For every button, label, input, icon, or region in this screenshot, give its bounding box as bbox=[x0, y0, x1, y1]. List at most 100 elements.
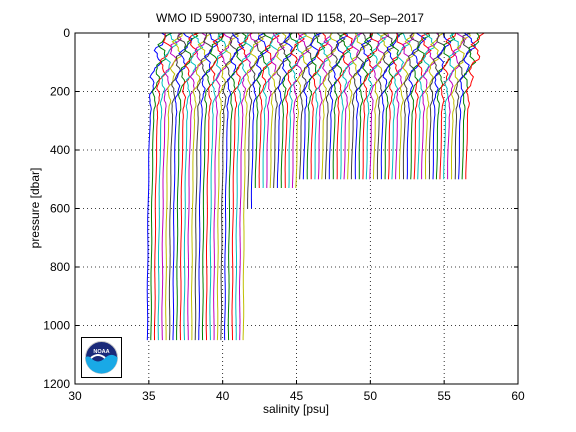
profile-line bbox=[336, 32, 353, 180]
profile-line bbox=[413, 32, 432, 180]
profile-line bbox=[417, 32, 435, 180]
profile-line bbox=[269, 32, 288, 189]
profile-line bbox=[157, 32, 178, 341]
profile-line bbox=[239, 32, 259, 341]
profile-line bbox=[209, 32, 228, 341]
profile-line bbox=[168, 32, 187, 341]
profile-line bbox=[376, 32, 394, 180]
profile-line bbox=[179, 32, 199, 341]
grid bbox=[75, 33, 518, 384]
x-tick-label: 40 bbox=[216, 389, 230, 403]
profile-line bbox=[262, 32, 282, 189]
profile-line bbox=[231, 32, 253, 341]
logo-text: NOAA bbox=[93, 349, 109, 355]
profile-line bbox=[332, 32, 351, 180]
profile-line bbox=[358, 32, 375, 180]
profile-line bbox=[258, 32, 280, 189]
profile-line bbox=[380, 32, 401, 180]
profile-line bbox=[280, 32, 299, 188]
x-tick-label: 55 bbox=[437, 389, 451, 403]
x-tick-label: 50 bbox=[364, 389, 378, 403]
x-axis-label: salinity [psu] bbox=[263, 402, 329, 416]
profile-line bbox=[428, 32, 446, 180]
profile-line bbox=[254, 32, 274, 188]
profile-line bbox=[450, 32, 471, 180]
y-tick-label: 800 bbox=[50, 260, 70, 274]
profile-line bbox=[439, 32, 457, 180]
profile-line bbox=[306, 32, 326, 180]
profile-line bbox=[461, 32, 480, 180]
profile-line bbox=[201, 32, 223, 341]
profile-line bbox=[247, 32, 266, 209]
profile-line bbox=[153, 32, 174, 341]
profile-line bbox=[299, 32, 321, 180]
profile-line bbox=[213, 32, 234, 341]
profile-line bbox=[224, 32, 245, 341]
profile-line bbox=[291, 32, 310, 189]
profile-line bbox=[150, 32, 173, 341]
profile-line bbox=[165, 33, 183, 341]
profile-line bbox=[172, 32, 193, 341]
profile-line bbox=[242, 32, 265, 341]
noaa-logo: NOAA bbox=[81, 337, 122, 378]
y-axis-label: pressure [dbar] bbox=[28, 168, 42, 249]
y-axis-ticks: 0 200 400 600 800 1000 1200 bbox=[43, 26, 518, 391]
profile-line bbox=[310, 32, 329, 180]
profile-line bbox=[373, 32, 392, 180]
profile-line bbox=[365, 32, 387, 180]
profile-line bbox=[198, 32, 218, 341]
profile-line bbox=[194, 32, 214, 341]
profile-line bbox=[443, 32, 460, 180]
x-tick-label: 45 bbox=[290, 389, 304, 403]
profile-line bbox=[362, 32, 379, 180]
x-axis-ticks: 30 35 40 45 50 55 60 bbox=[68, 33, 525, 403]
y-tick-label: 1200 bbox=[43, 377, 70, 391]
y-tick-label: 1000 bbox=[43, 319, 70, 333]
y-tick-label: 600 bbox=[50, 202, 70, 216]
x-tick-label: 60 bbox=[511, 389, 525, 403]
profile-line bbox=[391, 32, 411, 180]
profile-line bbox=[146, 32, 168, 341]
y-tick-label: 0 bbox=[63, 26, 70, 40]
x-tick-label: 30 bbox=[68, 389, 82, 403]
profile-line bbox=[347, 32, 366, 180]
profile-line bbox=[410, 32, 431, 180]
profile-line bbox=[295, 32, 314, 189]
profile-line bbox=[220, 32, 241, 341]
profile-line bbox=[317, 32, 334, 180]
profile-line bbox=[216, 32, 240, 341]
profile-line bbox=[266, 32, 285, 188]
profile-line bbox=[350, 32, 370, 180]
profile-line bbox=[191, 32, 213, 341]
profile-line bbox=[435, 32, 456, 180]
profile-line bbox=[321, 32, 339, 180]
profile-lines bbox=[146, 32, 485, 341]
profile-line bbox=[235, 32, 254, 341]
profile-line bbox=[276, 32, 293, 188]
profile-line bbox=[421, 32, 441, 180]
profile-line bbox=[402, 32, 419, 180]
profile-line bbox=[465, 32, 485, 180]
profile-line bbox=[399, 32, 416, 180]
profile-line bbox=[227, 32, 247, 341]
profile-line bbox=[183, 32, 204, 341]
profile-line bbox=[328, 32, 349, 180]
profile-line bbox=[340, 32, 361, 180]
y-tick-label: 200 bbox=[50, 85, 70, 99]
profile-line bbox=[250, 32, 269, 209]
profile-line bbox=[447, 32, 467, 180]
profile-line bbox=[458, 32, 476, 180]
profile-line bbox=[284, 32, 305, 188]
y-tick-label: 400 bbox=[50, 143, 70, 157]
profile-line bbox=[325, 32, 346, 180]
chart-title: WMO ID 5900730, internal ID 1158, 20–Sep… bbox=[156, 11, 424, 25]
profile-line bbox=[187, 32, 208, 341]
profile-line bbox=[432, 32, 452, 180]
profile-line bbox=[406, 32, 427, 180]
profile-line bbox=[205, 32, 225, 341]
noaa-emblem-icon: NOAA bbox=[81, 337, 122, 378]
x-tick-label: 35 bbox=[142, 389, 156, 403]
profile-line bbox=[161, 32, 182, 341]
